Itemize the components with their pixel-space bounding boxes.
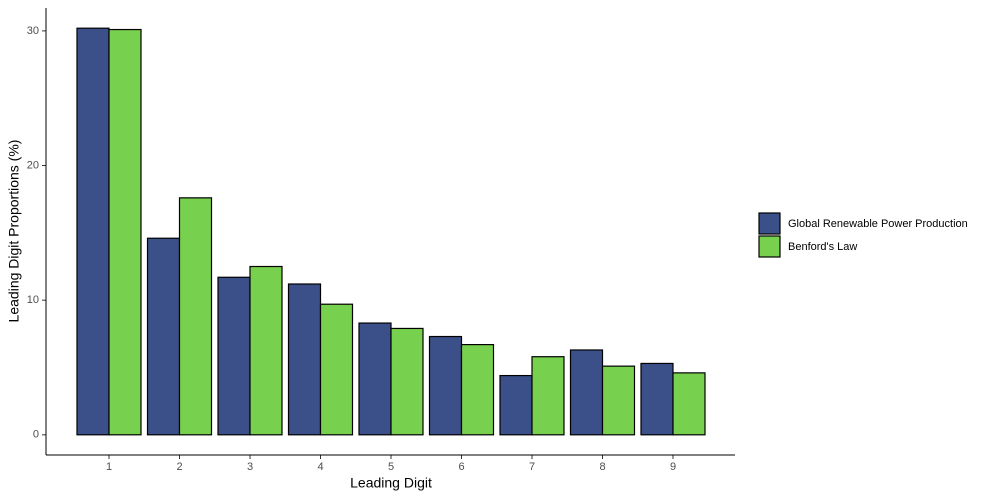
bar bbox=[531, 356, 565, 436]
legend-key bbox=[758, 235, 781, 258]
bar bbox=[108, 28, 142, 436]
bar bbox=[499, 374, 533, 436]
bar bbox=[428, 335, 463, 436]
x-tick-label: 4 bbox=[317, 461, 323, 473]
legend-key bbox=[758, 212, 781, 235]
bar bbox=[569, 349, 604, 436]
bar bbox=[672, 372, 706, 436]
y-tick-label: 20 bbox=[27, 159, 39, 171]
bar bbox=[217, 276, 251, 436]
y-tick-label: 0 bbox=[33, 429, 39, 441]
bar bbox=[601, 365, 636, 436]
x-tick-label: 8 bbox=[599, 461, 605, 473]
bar bbox=[319, 303, 354, 436]
x-tick-label: 1 bbox=[106, 461, 112, 473]
bar bbox=[249, 265, 283, 436]
x-axis-title: Leading Digit bbox=[350, 475, 432, 491]
bar bbox=[390, 327, 424, 436]
x-tick-label: 7 bbox=[529, 461, 535, 473]
x-tick-label: 3 bbox=[247, 461, 253, 473]
x-tick-label: 5 bbox=[388, 461, 394, 473]
x-tick-label: 9 bbox=[670, 461, 676, 473]
y-tick-label: 10 bbox=[27, 294, 39, 306]
bar bbox=[287, 283, 322, 436]
bar bbox=[76, 27, 110, 436]
bar bbox=[146, 237, 181, 436]
y-axis-title: Leading Digit Proportions (%) bbox=[6, 140, 22, 323]
bar bbox=[640, 362, 674, 436]
x-tick-label: 6 bbox=[458, 461, 464, 473]
legend-label: Benford's Law bbox=[788, 241, 857, 253]
bar bbox=[178, 197, 213, 436]
bar bbox=[358, 322, 392, 436]
x-tick-label: 2 bbox=[176, 461, 182, 473]
legend-label: Global Renewable Power Production bbox=[788, 218, 968, 230]
y-tick-label: 30 bbox=[27, 25, 39, 37]
bar bbox=[460, 343, 495, 436]
